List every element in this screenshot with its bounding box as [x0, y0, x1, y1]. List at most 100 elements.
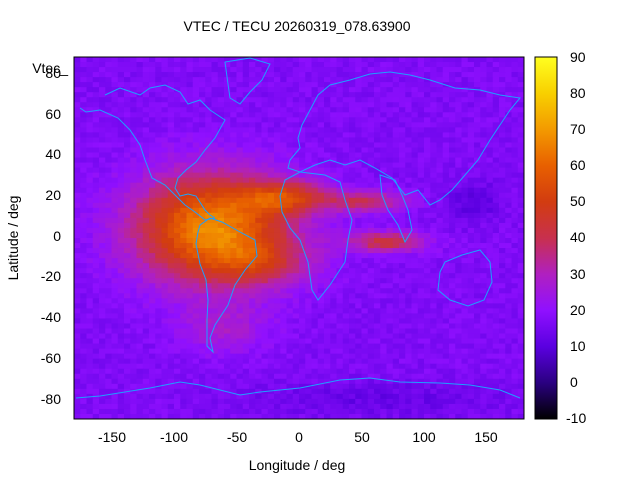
heatmap-cell	[99, 142, 106, 149]
heatmap-cell	[167, 117, 175, 123]
heatmap-cell	[74, 403, 81, 410]
heatmap-cell	[311, 303, 319, 309]
heatmap-cell	[442, 368, 450, 375]
heatmap-cell	[249, 157, 256, 164]
heatmap-cell	[461, 127, 469, 134]
heatmap-cell	[324, 177, 331, 184]
heatmap-cell	[274, 373, 281, 380]
heatmap-cell	[355, 288, 363, 294]
heatmap-cell	[480, 182, 488, 189]
heatmap-cell	[355, 348, 363, 355]
heatmap-cell	[286, 343, 294, 350]
heatmap-cell	[111, 378, 119, 385]
heatmap-cell	[105, 57, 113, 63]
heatmap-cell	[236, 212, 244, 219]
heatmap-cell	[242, 172, 250, 179]
heatmap-cell	[161, 268, 169, 274]
heatmap-cell	[474, 207, 481, 214]
heatmap-cell	[86, 102, 94, 108]
heatmap-cell	[230, 232, 238, 239]
heatmap-cell	[274, 112, 281, 118]
heatmap-cell	[499, 263, 506, 269]
heatmap-cell	[211, 273, 219, 279]
heatmap-cell	[436, 232, 444, 239]
heatmap-cell	[386, 177, 394, 184]
heatmap-cell	[367, 338, 375, 345]
heatmap-cell	[417, 383, 425, 390]
heatmap-cell	[430, 107, 438, 113]
heatmap-cell	[286, 87, 294, 93]
heatmap-cell	[392, 288, 400, 294]
heatmap-cell	[505, 97, 513, 103]
heatmap-cell	[74, 318, 81, 325]
heatmap-cell	[199, 383, 206, 390]
heatmap-cell	[280, 102, 288, 108]
heatmap-cell	[242, 217, 250, 224]
heatmap-cell	[124, 393, 131, 400]
heatmap-cell	[167, 253, 175, 259]
heatmap-cell	[174, 293, 181, 299]
heatmap-cell	[386, 217, 394, 224]
heatmap-cell	[336, 313, 344, 320]
heatmap-cell	[480, 67, 488, 73]
heatmap-cell	[242, 393, 250, 400]
heatmap-cell	[74, 152, 81, 159]
heatmap-cell	[317, 87, 325, 93]
heatmap-cell	[124, 107, 131, 113]
heatmap-cell	[261, 232, 269, 239]
heatmap-cell	[261, 378, 269, 385]
heatmap-cell	[111, 288, 119, 294]
heatmap-cell	[417, 177, 425, 184]
heatmap-cell	[305, 207, 313, 214]
heatmap-cell	[511, 157, 519, 164]
heatmap-cell	[517, 202, 524, 209]
heatmap-cell	[192, 298, 200, 304]
heatmap-cell	[249, 57, 256, 63]
heatmap-cell	[155, 192, 163, 199]
heatmap-cell	[436, 107, 444, 113]
heatmap-cell	[255, 162, 263, 169]
heatmap-cell	[517, 238, 524, 244]
heatmap-cell	[286, 393, 294, 400]
heatmap-cell	[124, 268, 131, 274]
heatmap-cell	[424, 333, 431, 340]
heatmap-cell	[192, 62, 200, 68]
heatmap-cell	[330, 248, 338, 254]
heatmap-cell	[86, 388, 94, 395]
heatmap-cell	[105, 268, 113, 274]
heatmap-cell	[255, 253, 263, 259]
heatmap-cell	[386, 197, 394, 204]
heatmap-cell	[386, 273, 394, 279]
heatmap-cell	[117, 323, 125, 330]
heatmap-cell	[361, 117, 369, 123]
heatmap-cell	[161, 142, 169, 149]
heatmap-cell	[424, 363, 431, 370]
heatmap-cell	[142, 192, 150, 199]
heatmap-cell	[274, 358, 281, 365]
heatmap-cell	[149, 238, 156, 244]
heatmap-cell	[374, 368, 381, 375]
heatmap-cell	[155, 348, 163, 355]
heatmap-cell	[255, 142, 263, 149]
heatmap-cell	[305, 273, 313, 279]
heatmap-cell	[505, 288, 513, 294]
heatmap-cell	[486, 298, 494, 304]
heatmap-cell	[392, 293, 400, 299]
heatmap-cell	[424, 197, 431, 204]
heatmap-cell	[149, 403, 156, 410]
heatmap-cell	[305, 368, 313, 375]
heatmap-cell	[342, 137, 350, 144]
heatmap-cell	[111, 72, 119, 78]
heatmap-cell	[230, 348, 238, 355]
heatmap-cell	[217, 253, 225, 259]
heatmap-cell	[517, 268, 524, 274]
heatmap-cell	[111, 77, 119, 83]
heatmap-cell	[261, 313, 269, 320]
heatmap-cell	[511, 328, 519, 335]
heatmap-cell	[505, 378, 513, 385]
heatmap-cell	[361, 293, 369, 299]
heatmap-cell	[186, 338, 194, 345]
heatmap-cell	[505, 323, 513, 330]
heatmap-cell	[99, 182, 106, 189]
heatmap-cell	[517, 248, 524, 254]
